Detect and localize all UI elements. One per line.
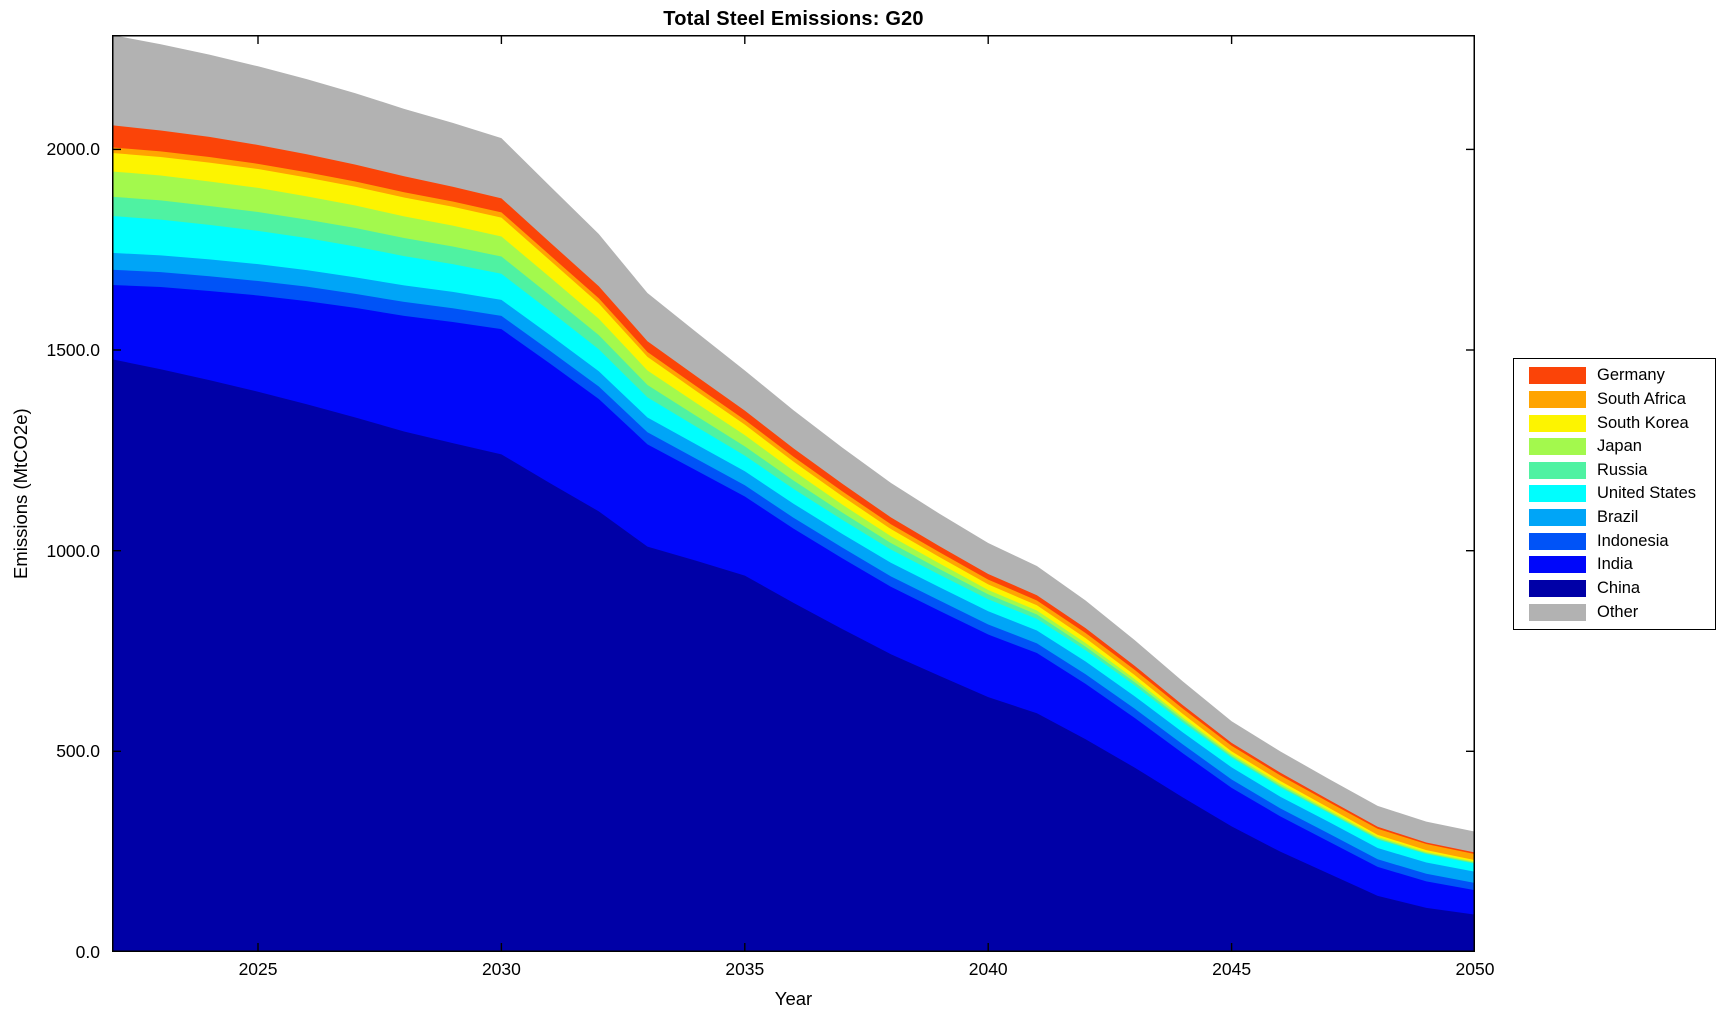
legend-item-south-korea: South Korea: [1529, 414, 1709, 433]
legend-item-indonesia: Indonesia: [1529, 532, 1709, 551]
legend-swatch: [1529, 579, 1586, 597]
legend-label: Russia: [1597, 460, 1648, 479]
legend-label: Indonesia: [1597, 531, 1669, 550]
legend-label: India: [1597, 555, 1633, 574]
legend-label: Germany: [1597, 366, 1665, 385]
legend-item-india: India: [1529, 555, 1709, 574]
legend-item-other: Other: [1529, 603, 1709, 622]
legend-swatch: [1529, 390, 1586, 408]
legend-label: Japan: [1597, 437, 1642, 456]
legend-swatch: [1529, 603, 1586, 621]
chart-title: Total Steel Emissions: G20: [663, 8, 924, 30]
x-tick-label: 2030: [481, 959, 521, 979]
x-tick-label: 2025: [238, 959, 278, 979]
plot-area: [112, 35, 1475, 952]
x-tick-label: 2050: [1455, 959, 1495, 979]
legend-swatch: [1529, 438, 1586, 456]
legend-label: South Africa: [1597, 389, 1686, 408]
legend-box: Germany South Africa South Korea Japan Russi…: [1513, 358, 1716, 630]
legend-swatch: [1529, 414, 1586, 432]
legend-label: Brazil: [1597, 508, 1639, 527]
stacked-area-chart: [112, 35, 1475, 952]
legend-swatch: [1529, 461, 1586, 479]
axes-box: [112, 35, 1475, 952]
legend-swatch: [1529, 556, 1586, 574]
x-tick-label: 2040: [968, 959, 1008, 979]
legend-swatch: [1529, 367, 1586, 385]
y-tick-label: 0.0: [75, 942, 100, 962]
x-axis-label: Year: [774, 988, 813, 1009]
legend-swatch: [1529, 509, 1586, 527]
legend-label: Other: [1597, 602, 1639, 621]
x-tick-label: 2045: [1212, 959, 1252, 979]
legend-item-brazil: Brazil: [1529, 508, 1709, 527]
y-tick-label: 1000.0: [46, 540, 100, 561]
legend-swatch: [1529, 485, 1586, 503]
legend-item-germany: Germany: [1529, 366, 1709, 385]
area-china: [112, 359, 1475, 952]
legend-label: South Korea: [1597, 413, 1689, 432]
y-tick-label: 1500.0: [46, 340, 100, 361]
y-tick-label: 2000.0: [46, 139, 100, 160]
legend-item-china: China: [1529, 579, 1709, 598]
y-tick-label: 500.0: [56, 741, 100, 762]
legend-label: United States: [1597, 484, 1697, 503]
legend-item-south-africa: South Africa: [1529, 390, 1709, 409]
legend-item-japan: Japan: [1529, 437, 1709, 456]
legend-item-united-states: United States: [1529, 484, 1709, 503]
legend-swatch: [1529, 532, 1586, 550]
legend-label: China: [1597, 578, 1641, 597]
y-axis-label: Emissions (MtCO2e): [10, 408, 31, 579]
legend-item-russia: Russia: [1529, 461, 1709, 480]
x-tick-label: 2035: [725, 959, 765, 979]
